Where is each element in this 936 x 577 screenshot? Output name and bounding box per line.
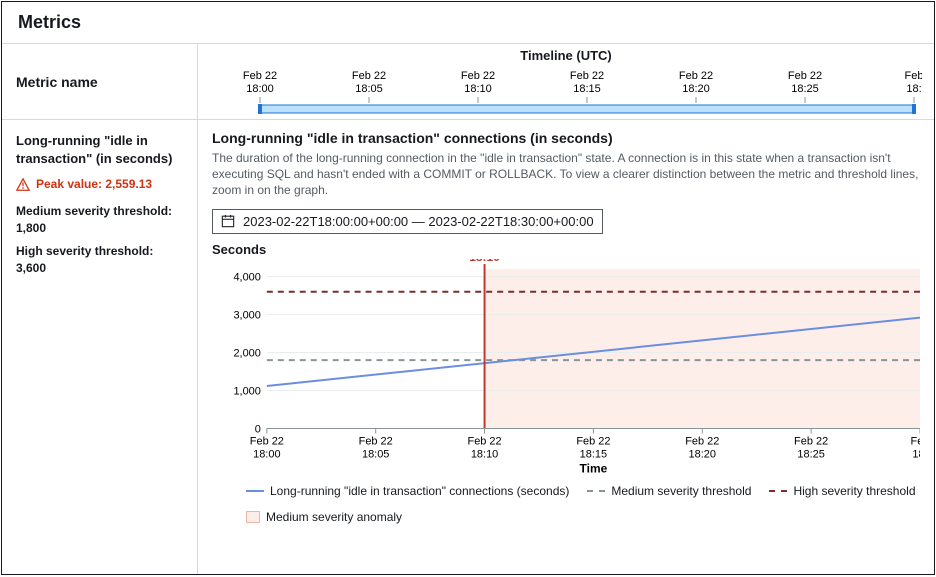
svg-text:18:: 18: — [912, 448, 920, 460]
svg-text:Feb 22: Feb 22 — [576, 435, 610, 447]
svg-text:3,000: 3,000 — [233, 309, 260, 321]
svg-text:Feb 22: Feb 22 — [788, 70, 822, 82]
chart-description: The duration of the long-running connect… — [212, 150, 920, 199]
svg-text:Feb: Feb — [911, 435, 920, 447]
legend-anomaly: Medium severity anomaly — [266, 510, 402, 524]
time-range-text: 2023-02-22T18:00:00+00:00 — 2023-02-22T1… — [243, 214, 594, 229]
svg-text:18:05: 18:05 — [362, 448, 389, 460]
legend-swatch-high — [769, 490, 787, 492]
timeline-scrubber[interactable]: Feb 2218:00Feb 2218:05Feb 2218:10Feb 221… — [210, 65, 922, 115]
svg-text:18:00: 18:00 — [253, 448, 280, 460]
svg-text:18:: 18: — [906, 83, 921, 95]
page-title: Metrics — [2, 2, 934, 43]
svg-text:Feb 22: Feb 22 — [352, 70, 386, 82]
svg-text:Feb 22: Feb 22 — [468, 435, 502, 447]
svg-text:18:25: 18:25 — [797, 448, 824, 460]
svg-text:Feb 22: Feb 22 — [359, 435, 393, 447]
sidebar: Metric name Long-running "idle in transa… — [2, 44, 198, 574]
svg-text:Time: Time — [580, 461, 608, 475]
legend-medium: Medium severity threshold — [611, 484, 751, 498]
svg-text:Feb 22: Feb 22 — [679, 70, 713, 82]
svg-text:Feb 22: Feb 22 — [243, 70, 277, 82]
legend-high: High severity threshold — [793, 484, 915, 498]
legend-swatch-series — [246, 490, 264, 492]
y-axis-title: Seconds — [212, 242, 920, 257]
legend-swatch-anomaly — [246, 511, 260, 523]
medium-threshold-label: Medium severity threshold: 1,800 — [16, 203, 183, 237]
svg-text:18:10: 18:10 — [471, 448, 498, 460]
svg-text:Feb: Feb — [905, 70, 922, 82]
svg-text:4,000: 4,000 — [233, 271, 260, 283]
svg-text:18:25: 18:25 — [791, 83, 819, 95]
svg-text:Feb 22: Feb 22 — [794, 435, 828, 447]
svg-text:18:15: 18:15 — [580, 448, 607, 460]
svg-text:18:10: 18:10 — [469, 259, 500, 264]
svg-text:0: 0 — [255, 423, 261, 435]
calendar-icon — [221, 214, 235, 228]
high-threshold-label: High severity threshold: 3,600 — [16, 243, 183, 277]
svg-text:18:00: 18:00 — [246, 83, 274, 95]
svg-text:Feb 22: Feb 22 — [570, 70, 604, 82]
svg-text:2,000: 2,000 — [233, 347, 260, 359]
time-range-picker[interactable]: 2023-02-22T18:00:00+00:00 — 2023-02-22T1… — [212, 209, 603, 234]
svg-text:18:10: 18:10 — [464, 83, 492, 95]
svg-text:18:05: 18:05 — [355, 83, 383, 95]
metric-chart[interactable]: 01,0002,0003,0004,00018:10Feb 2218:00Feb… — [212, 259, 920, 478]
legend-series: Long-running "idle in transaction" conne… — [270, 484, 569, 498]
svg-text:18:20: 18:20 — [689, 448, 716, 460]
svg-text:18:20: 18:20 — [682, 83, 710, 95]
chart-legend: Long-running "idle in transaction" conne… — [212, 478, 920, 534]
svg-text:Feb 22: Feb 22 — [685, 435, 719, 447]
svg-text:Feb 22: Feb 22 — [250, 435, 284, 447]
timeline-title: Timeline (UTC) — [210, 44, 922, 65]
warning-icon — [16, 178, 30, 192]
svg-text:Feb 22: Feb 22 — [461, 70, 495, 82]
svg-text:1,000: 1,000 — [233, 385, 260, 397]
legend-swatch-medium — [587, 490, 605, 492]
sidebar-header: Metric name — [2, 44, 197, 120]
peak-value: Peak value: 2,559.13 — [36, 176, 152, 193]
metric-name[interactable]: Long-running "idle in transaction" (in s… — [16, 132, 183, 168]
chart-title: Long-running "idle in transaction" conne… — [212, 130, 920, 146]
svg-text:18:15: 18:15 — [573, 83, 601, 95]
